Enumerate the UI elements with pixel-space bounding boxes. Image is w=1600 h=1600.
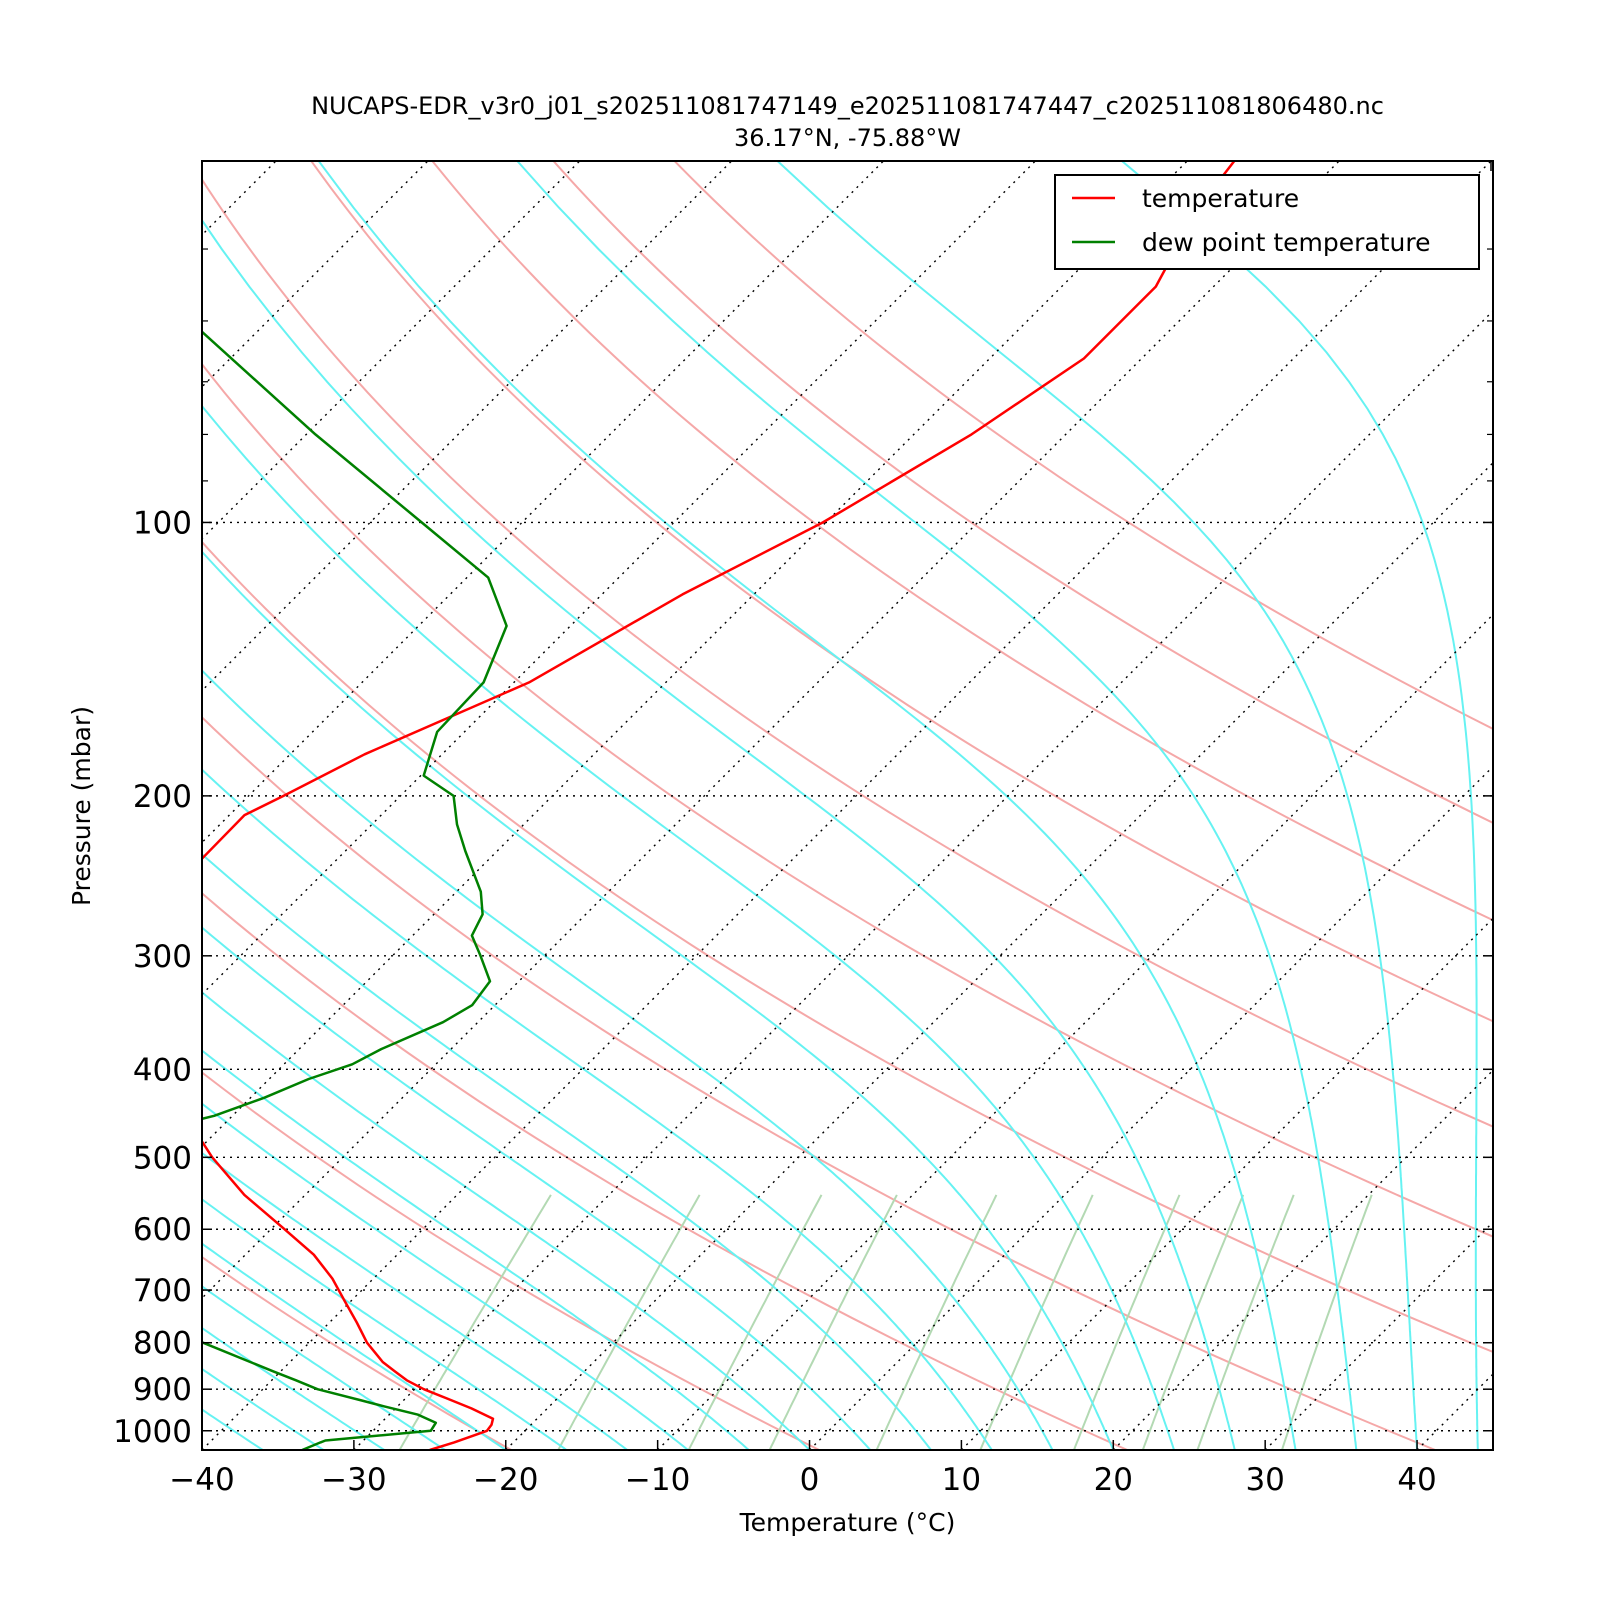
y-tick-label: 700 [133,1273,192,1309]
x-tick-label: 20 [1094,1462,1133,1498]
isotherm-grid-line [505,461,1493,1450]
x-tick-label: 10 [942,1462,981,1498]
x-tick-label: −40 [169,1462,234,1498]
isotherm-grid-line [202,161,1492,1450]
moist-adiabat-line [202,1049,750,1450]
isotherm-grid-line [202,161,1340,1300]
x-tick-label: 30 [1245,1462,1284,1498]
moist-adiabat-line [202,218,1236,1450]
mixing-ratio-line [1196,1194,1295,1450]
legend-label-temperature: temperature [1142,184,1299,213]
x-tick-labels: −40 −30 −20 −10 0 10 20 30 40 [169,1462,1436,1498]
grid-lines [0,161,1600,1450]
isotherm-grid-line [353,309,1493,1450]
moist-adiabat-line [516,161,1358,1450]
isotherm-grid-line [960,917,1493,1450]
isotherm-grid-line [1112,1069,1493,1450]
mixing-ratio-line [398,1194,552,1450]
isotherm-grid-line [1569,161,1600,1450]
moist-adiabat-line [202,404,1175,1450]
dry-adiabat-line [202,892,1128,1450]
isotherm-grid-line [202,161,429,388]
isotherm-grid-line [202,161,884,844]
x-axis-label: Temperature (°C) [739,1508,956,1537]
dry-adiabat-line [431,161,1493,922]
isotherm-grid-line [0,161,124,1450]
isotherm-grid-line [1264,1221,1493,1450]
y-tick-label: 200 [133,779,192,815]
moist-adiabat-line [202,1326,385,1450]
y-tick-label: 500 [133,1140,192,1176]
y-tick-label: 1000 [113,1414,192,1450]
isotherm-grid-line [202,161,1188,1148]
y-tick-labels: 100 200 300 400 500 600 700 800 900 1000 [113,505,192,1449]
x-tick-label: 0 [800,1462,820,1498]
dry-adiabat-line [202,362,1493,1238]
series-line-dew-point-temperature [202,330,508,1450]
x-tick-label: 40 [1397,1462,1436,1498]
moist-adiabat-line [202,1285,446,1450]
dry-adiabat-line [202,177,1493,1128]
data-series [202,161,1236,1450]
y-tick-label: 600 [133,1212,192,1248]
series-line-temperature [202,161,1236,1450]
dry-adiabat-line [202,715,1436,1450]
moist-adiabat-line [202,1198,568,1450]
moist-adiabat-line [202,550,1115,1450]
axis-ticks [201,161,1493,1450]
legend-box [1054,174,1480,270]
isotherm-grid-line [202,161,1036,996]
moist-adiabat-line [1121,161,1479,1450]
moist-adiabat-line [202,1242,507,1450]
dry-adiabat-line [202,1071,820,1450]
moist-adiabat-line [202,991,811,1450]
y-tick-label: 400 [133,1052,192,1088]
dry-adiabat-line [310,161,1493,1023]
mixing-ratio-line [687,1194,823,1450]
moist-adiabat-line [202,1367,325,1450]
y-tick-label: 900 [133,1372,192,1408]
y-tick-label: 300 [133,939,192,975]
y-axis-label: Pressure (mbar) [67,706,96,906]
isotherm-grid-line [1416,1373,1493,1450]
moist-adiabat-line [202,669,1054,1450]
moist-adiabat-line [202,852,932,1450]
moist-adiabat-line [776,161,1419,1450]
isotherm-grid-line [809,765,1493,1450]
isotherm-grid-line [202,161,581,540]
mixing-ratio-line [1073,1194,1181,1450]
x-tick-label: −20 [473,1462,538,1498]
y-tick-label: 800 [133,1326,192,1362]
plot-frame [201,160,1494,1451]
chart-subtitle: 36.17°N, -75.88°W [734,124,961,152]
isotherm-grid-line [202,161,733,692]
mixing-ratio-line [1281,1194,1373,1450]
x-tick-label: −30 [321,1462,386,1498]
mixing-ratio-line [1141,1194,1245,1450]
moist-adiabat-line [202,1151,628,1450]
legend: temperature dew point temperature [1054,174,1480,270]
moist-adiabat-line [202,1102,689,1450]
dry-adiabat-line [552,161,1493,824]
dry-adiabat-line [202,540,1493,1354]
moist-adiabat-line [317,161,1297,1450]
mixing-ratio-line [979,1194,1094,1450]
background-reference-lines [202,161,1493,1450]
mixing-ratio-line [768,1194,898,1450]
y-tick-label: 100 [133,505,192,541]
moist-adiabat-line [202,926,872,1450]
mixing-ratio-line [875,1194,998,1450]
x-tick-label: −10 [625,1462,690,1498]
dry-adiabat-line [673,161,1493,731]
chart-title: NUCAPS-EDR_v3r0_j01_s202511081747149_e20… [311,92,1384,120]
moist-adiabat-line [202,1408,264,1450]
legend-label-dewpoint: dew point temperature [1142,228,1431,257]
isotherm-grid-line [657,613,1493,1450]
